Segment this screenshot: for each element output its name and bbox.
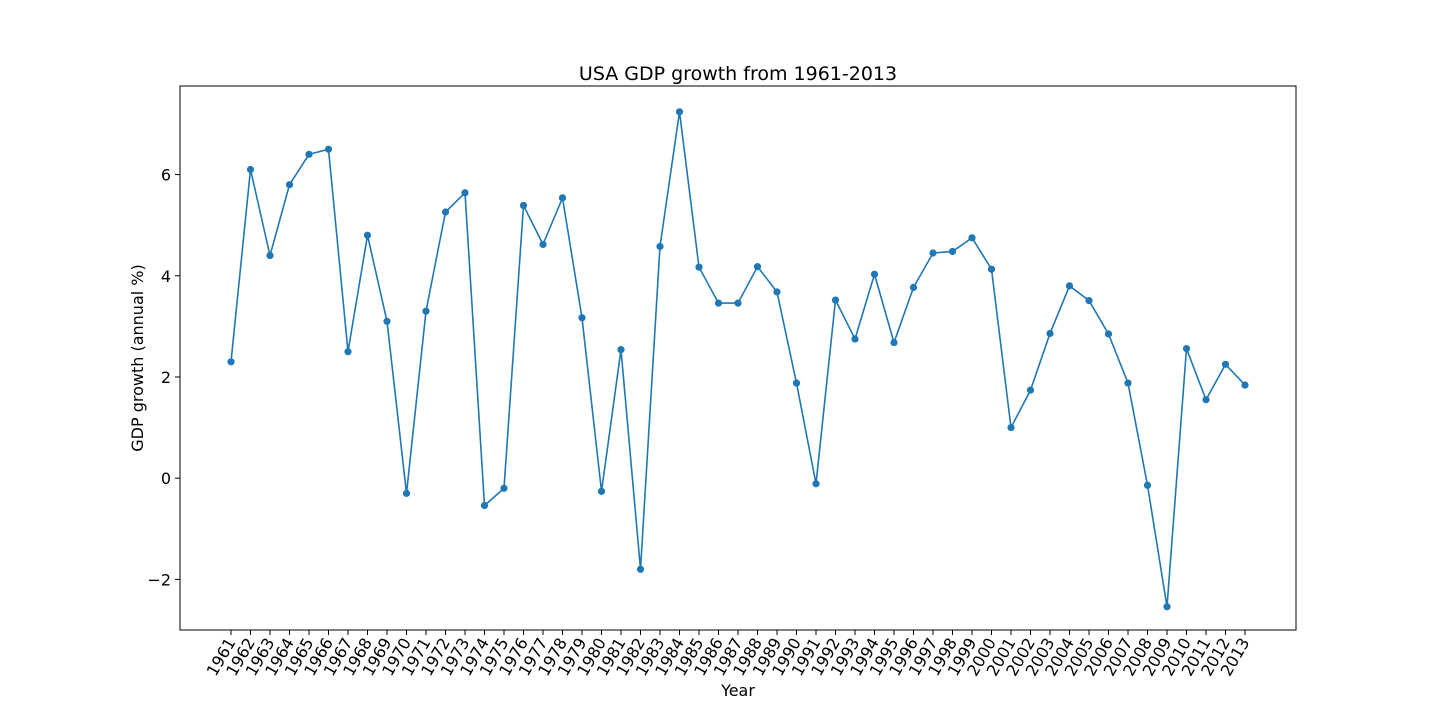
data-point <box>1085 296 1093 305</box>
data-point <box>929 249 937 257</box>
chart-title: USA GDP growth from 1961-2013 <box>579 63 897 85</box>
data-point <box>734 299 742 307</box>
data-point <box>870 270 879 278</box>
y-axis: −2 0 2 4 6 <box>147 166 180 589</box>
data-point <box>539 240 547 248</box>
data-point <box>1026 386 1035 394</box>
data-point <box>1007 423 1015 432</box>
data-point <box>1124 379 1132 387</box>
data-point <box>812 480 820 488</box>
data-point <box>480 501 489 510</box>
data-point <box>656 242 664 251</box>
data-point <box>402 489 411 497</box>
data-point <box>1241 381 1249 389</box>
x-axis-label: Year <box>720 681 755 700</box>
data-point <box>1163 603 1171 611</box>
data-point <box>890 338 898 347</box>
plot-frame <box>179 85 1297 631</box>
data-point <box>461 189 469 197</box>
series-line <box>230 111 1246 607</box>
data-point <box>1182 345 1191 353</box>
data-point <box>714 299 723 307</box>
data-point <box>753 263 762 271</box>
plot-area <box>227 108 1249 611</box>
data-point <box>305 150 313 158</box>
data-point <box>909 283 918 292</box>
data-point <box>987 265 996 273</box>
x-axis: 1961196219631964196519661967196819691970… <box>203 630 1253 679</box>
data-point <box>558 194 567 202</box>
y-tick-label: −2 <box>147 570 171 589</box>
data-point <box>578 314 586 322</box>
data-point <box>344 348 352 356</box>
data-point <box>792 379 801 387</box>
data-point <box>1221 360 1230 368</box>
y-tick-label: 6 <box>161 166 171 185</box>
data-point <box>1065 282 1074 290</box>
data-point <box>617 346 625 354</box>
y-tick-label: 4 <box>161 267 171 286</box>
data-point <box>968 234 976 242</box>
data-point <box>695 263 703 271</box>
data-point <box>675 108 684 116</box>
y-tick-label: 0 <box>161 469 171 488</box>
data-point <box>422 307 430 315</box>
data-point <box>851 335 859 343</box>
data-point <box>773 288 781 296</box>
data-point <box>383 317 391 325</box>
data-point <box>227 358 235 366</box>
data-point <box>1143 481 1152 489</box>
data-point <box>441 208 450 216</box>
data-point <box>948 247 957 256</box>
data-point <box>363 231 372 239</box>
data-point <box>266 251 274 260</box>
data-point <box>597 487 606 495</box>
data-point <box>1202 396 1210 404</box>
data-point <box>246 165 255 174</box>
y-tick-label: 2 <box>161 368 171 387</box>
data-point <box>519 201 528 210</box>
data-point <box>285 181 294 189</box>
data-point <box>500 484 508 492</box>
data-point <box>324 145 333 153</box>
data-point <box>1104 330 1113 338</box>
data-point <box>831 296 840 304</box>
data-point <box>1046 329 1054 338</box>
data-point <box>636 565 645 573</box>
y-axis-label: GDP growth (annual %) <box>128 264 147 451</box>
